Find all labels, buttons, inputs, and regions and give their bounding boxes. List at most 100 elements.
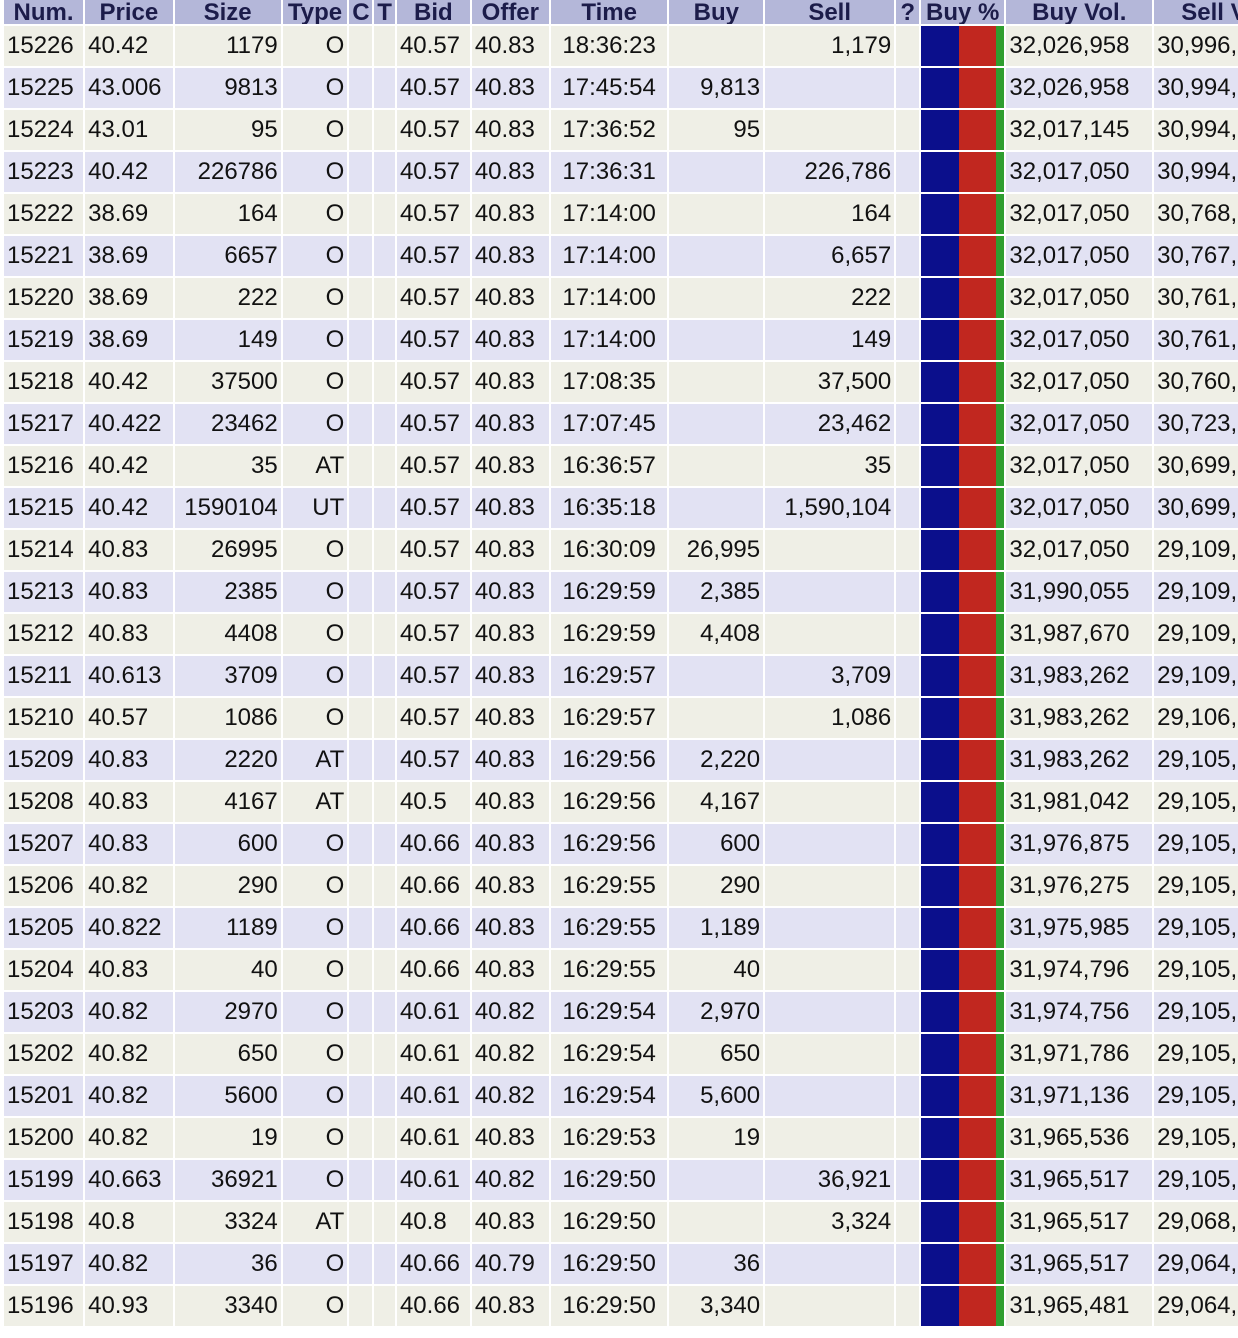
cell-offer: 40.83	[471, 362, 549, 402]
buy-pct-bar-sell-segment	[958, 656, 997, 696]
table-row[interactable]: 15208 40.83 4167 AT 40.5 40.83 16:29:56 4,167 31…	[4, 782, 1238, 822]
cell-t	[374, 1034, 395, 1074]
table-row[interactable]: 15218 40.42 37500 O 40.57 40.83 17:08:35 37,500…	[4, 362, 1238, 402]
table-row[interactable]: 15217 40.422 23462 O 40.57 40.83 17:07:45 23,46…	[4, 404, 1238, 444]
col-header-c[interactable]: C	[349, 0, 373, 24]
cell-c	[349, 908, 373, 948]
table-row[interactable]: 15199 40.663 36921 O 40.61 40.82 16:29:50 36,92…	[4, 1160, 1238, 1200]
cell-num: 15206	[4, 866, 84, 906]
table-row[interactable]: 15201 40.82 5600 O 40.61 40.82 16:29:54 5,600 31…	[4, 1076, 1238, 1116]
cell-type: O	[282, 152, 348, 192]
col-header-size[interactable]: Size	[174, 0, 281, 24]
buy-pct-bar-other-segment	[996, 362, 1005, 402]
table-row[interactable]: 15203 40.82 2970 O 40.61 40.82 16:29:54 2,970 31…	[4, 992, 1238, 1032]
buy-pct-bar-other-segment	[996, 1160, 1005, 1200]
cell-sell: 1,179	[765, 26, 895, 66]
cell-type: O	[282, 1160, 348, 1200]
cell-sell-vol: 29,105,002	[1154, 824, 1238, 864]
cell-buy-vol: 32,026,958	[1006, 26, 1153, 66]
cell-buy-vol: 31,983,262	[1006, 698, 1153, 738]
buy-pct-bar-buy-segment	[921, 698, 959, 738]
cell-sell	[765, 1118, 895, 1158]
table-row[interactable]: 15219 38.69 149 O 40.57 40.83 17:14:00 149 32,01…	[4, 320, 1238, 360]
cell-type: O	[282, 992, 348, 1032]
cell-type: O	[282, 614, 348, 654]
col-header-question[interactable]: ?	[896, 0, 920, 24]
cell-t	[374, 362, 395, 402]
buy-pct-bar	[921, 530, 1005, 570]
cell-time: 16:35:18	[550, 488, 668, 528]
table-row[interactable]: 15222 38.69 164 O 40.57 40.83 17:14:00 164 32,01…	[4, 194, 1238, 234]
table-row[interactable]: 15200 40.82 19 O 40.61 40.83 16:29:53 19 31,965,…	[4, 1118, 1238, 1158]
table-row[interactable]: 15204 40.83 40 O 40.66 40.83 16:29:55 40 31,974,…	[4, 950, 1238, 990]
cell-offer: 40.82	[471, 1160, 549, 1200]
table-row[interactable]: 15205 40.822 1189 O 40.66 40.83 16:29:55 1,189 3…	[4, 908, 1238, 948]
table-row[interactable]: 15196 40.93 3340 O 40.66 40.83 16:29:50 3,340 31…	[4, 1286, 1238, 1326]
cell-size: 95	[174, 110, 281, 150]
cell-sell-vol: 30,723,398	[1154, 404, 1238, 444]
cell-type: O	[282, 278, 348, 318]
table-row[interactable]: 15212 40.83 4408 O 40.57 40.83 16:29:59 4,408 31…	[4, 614, 1238, 654]
cell-offer: 40.83	[471, 488, 549, 528]
table-row[interactable]: 15214 40.83 26995 O 40.57 40.83 16:30:09 26,995…	[4, 530, 1238, 570]
cell-q	[896, 908, 920, 948]
table-row[interactable]: 15202 40.82 650 O 40.61 40.82 16:29:54 650 31,97…	[4, 1034, 1238, 1074]
table-row[interactable]: 15209 40.83 2220 AT 40.57 40.83 16:29:56 2,220 3…	[4, 740, 1238, 780]
cell-q	[896, 740, 920, 780]
col-header-price[interactable]: Price	[85, 0, 173, 24]
cell-sell	[765, 110, 895, 150]
col-header-sell[interactable]: Sell	[765, 0, 895, 24]
col-header-num[interactable]: Num.	[4, 0, 84, 24]
cell-q	[896, 992, 920, 1032]
cell-sell: 36,921	[765, 1160, 895, 1200]
cell-offer: 40.83	[471, 950, 549, 990]
buy-pct-bar	[921, 824, 1005, 864]
cell-num: 15200	[4, 1118, 84, 1158]
table-row[interactable]: 15207 40.83 600 O 40.66 40.83 16:29:56 600 31,97…	[4, 824, 1238, 864]
col-header-time[interactable]: Time	[550, 0, 668, 24]
cell-time: 17:14:00	[550, 194, 668, 234]
table-row[interactable]: 15225 43.006 9813 O 40.57 40.83 17:45:54 9,813 3…	[4, 68, 1238, 108]
col-header-buy[interactable]: Buy	[669, 0, 764, 24]
cell-type: O	[282, 530, 348, 570]
col-header-offer[interactable]: Offer	[471, 0, 549, 24]
table-row[interactable]: 15198 40.8 3324 AT 40.8 40.83 16:29:50 3,324 31,…	[4, 1202, 1238, 1242]
cell-offer: 40.83	[471, 1202, 549, 1242]
buy-pct-bar-buy-segment	[921, 782, 959, 822]
cell-bid: 40.57	[396, 446, 470, 486]
table-row[interactable]: 15220 38.69 222 O 40.57 40.83 17:14:00 222 32,01…	[4, 278, 1238, 318]
table-row[interactable]: 15215 40.42 1590104 UT 40.57 40.83 16:35:18 1,5…	[4, 488, 1238, 528]
col-header-t[interactable]: T	[374, 0, 395, 24]
cell-time: 16:29:59	[550, 614, 668, 654]
buy-pct-bar	[921, 152, 1005, 192]
table-row[interactable]: 15216 40.42 35 AT 40.57 40.83 16:36:57 35 32,017…	[4, 446, 1238, 486]
col-header-buy-vol[interactable]: Buy Vol.	[1006, 0, 1153, 24]
col-header-bid[interactable]: Bid	[396, 0, 470, 24]
table-row[interactable]: 15211 40.613 3709 O 40.57 40.83 16:29:57 3,709 3…	[4, 656, 1238, 696]
table-row[interactable]: 15197 40.82 36 O 40.66 40.79 16:29:50 36 31,965,…	[4, 1244, 1238, 1284]
buy-pct-bar-sell-segment	[958, 1076, 997, 1116]
table-row[interactable]: 15224 43.01 95 O 40.57 40.83 17:36:52 95 32,017,…	[4, 110, 1238, 150]
cell-offer: 40.83	[471, 26, 549, 66]
table-row[interactable]: 15213 40.83 2385 O 40.57 40.83 16:29:59 2,385 31…	[4, 572, 1238, 612]
table-row[interactable]: 15221 38.69 6657 O 40.57 40.83 17:14:00 6,657 32…	[4, 236, 1238, 276]
table-row[interactable]: 15206 40.82 290 O 40.66 40.83 16:29:55 290 31,97…	[4, 866, 1238, 906]
buy-pct-bar-other-segment	[996, 698, 1005, 738]
cell-time: 17:36:52	[550, 110, 668, 150]
cell-sell	[765, 950, 895, 990]
table-row[interactable]: 15210 40.57 1086 O 40.57 40.83 16:29:57 1,086 31…	[4, 698, 1238, 738]
cell-t	[374, 1244, 395, 1284]
cell-t	[374, 26, 395, 66]
table-row[interactable]: 15226 40.42 1179 O 40.57 40.83 18:36:23 1,179 32…	[4, 26, 1238, 66]
col-header-type[interactable]: Type	[282, 0, 348, 24]
cell-sell: 6,657	[765, 236, 895, 276]
header-row: Num. Price Size Type C T Bid Offer Time …	[4, 0, 1238, 24]
cell-t	[374, 782, 395, 822]
col-header-buy-pct[interactable]: Buy %	[921, 0, 1005, 24]
table-row[interactable]: 15223 40.42 226786 O 40.57 40.83 17:36:31 226,7…	[4, 152, 1238, 192]
buy-pct-bar-buy-segment	[921, 1076, 959, 1116]
buy-pct-bar-buy-segment	[921, 26, 959, 66]
col-header-sell-vol[interactable]: Sell Vol.	[1154, 0, 1238, 24]
cell-c	[349, 362, 373, 402]
cell-t	[374, 572, 395, 612]
